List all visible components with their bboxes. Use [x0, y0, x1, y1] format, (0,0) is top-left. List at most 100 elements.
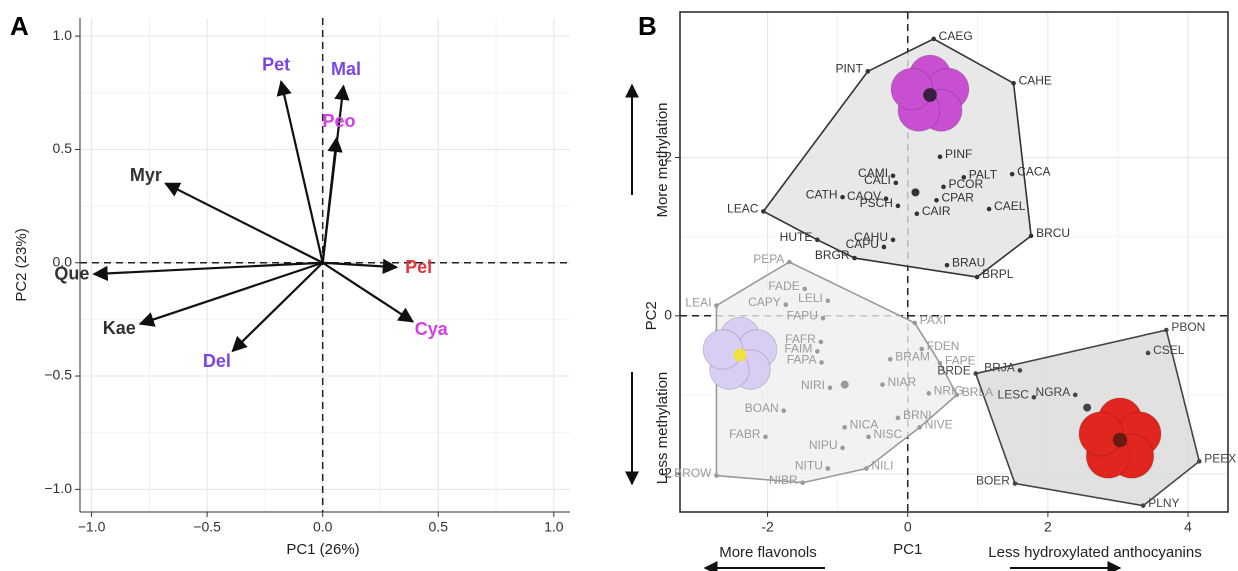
- sample-label: BRJA: [984, 361, 1015, 375]
- sample-point: [815, 237, 820, 243]
- loading-label: Que: [54, 264, 89, 284]
- sample-label: FAIM: [784, 342, 812, 356]
- sample-label: LELI: [798, 291, 823, 305]
- loading-arrow: [231, 261, 324, 353]
- sample-label: PINT: [835, 62, 863, 76]
- sample-label: CAOV: [847, 189, 881, 203]
- sample-label: LEAC: [727, 202, 759, 216]
- y-tick-label: 0.5: [53, 140, 73, 156]
- y-tick-label: 2: [664, 148, 672, 164]
- sample-point: [819, 360, 824, 365]
- sample-label: HUTE: [780, 230, 813, 244]
- x-tick-label: −0.5: [193, 519, 221, 535]
- sample-point: [714, 473, 719, 478]
- sample-label: PEEX: [1204, 452, 1236, 466]
- sample-point: [881, 244, 887, 250]
- sample-point: [1031, 394, 1037, 400]
- sample-point: [842, 425, 847, 430]
- sample-point: [800, 480, 805, 486]
- y-tick-label: -2: [660, 465, 673, 481]
- sample-point: [887, 357, 893, 362]
- group-hull: [715, 261, 958, 484]
- sample-point: [890, 173, 896, 179]
- sample-label: PAXI: [920, 313, 946, 327]
- flower-center: [923, 88, 937, 102]
- sample-label: CPAR: [941, 190, 974, 204]
- loading-arrow: [322, 258, 399, 275]
- annotation: More methylation: [654, 102, 671, 217]
- loading-label: Cya: [415, 319, 449, 339]
- sample-label: PSCH: [860, 196, 893, 210]
- sample-label: BRAM: [895, 349, 930, 363]
- sample-label: BRAU: [952, 255, 985, 269]
- sample-point: [1164, 327, 1169, 333]
- sample-label: CAMI: [858, 166, 888, 180]
- sample-label: BOER: [976, 474, 1010, 488]
- sample-point: [825, 466, 831, 471]
- annotation: More flavonols: [719, 544, 817, 561]
- sample-point: [919, 346, 925, 352]
- sample-point: [1011, 80, 1016, 86]
- x-tick-label: 0: [904, 519, 912, 535]
- y-tick-label: 1.0: [53, 27, 73, 43]
- sample-point: [1145, 350, 1151, 356]
- sample-point: [895, 203, 901, 209]
- y-tick-label: −1.0: [44, 480, 72, 496]
- sample-point: [937, 360, 943, 366]
- sample-point: [840, 194, 845, 200]
- sample-label: NITU: [795, 459, 823, 473]
- loading-label: Del: [203, 351, 231, 371]
- sample-point: [926, 391, 932, 396]
- sample-label: NRIG: [934, 384, 964, 398]
- y-tick-label: 0.0: [53, 253, 73, 269]
- sample-label: NIRI: [801, 378, 825, 392]
- sample-label: FDEN: [927, 339, 960, 353]
- sample-label: CAEG: [939, 29, 973, 43]
- sample-point: [895, 415, 901, 421]
- sample-point: [914, 211, 920, 217]
- sample-point: [763, 434, 768, 440]
- sample-point: [840, 445, 845, 451]
- x-axis-title: PC1 (26%): [286, 541, 359, 558]
- sample-label: PBON: [1171, 320, 1205, 334]
- sample-label: FADE: [768, 279, 799, 293]
- sample-label: LESC: [998, 387, 1030, 401]
- sample-point: [1009, 171, 1015, 177]
- flower-center: [733, 348, 747, 362]
- sample-point: [917, 425, 922, 430]
- sample-label: BRGR: [815, 248, 850, 262]
- sample-point: [864, 466, 869, 471]
- sample-point: [931, 36, 936, 42]
- sample-point: [781, 408, 787, 414]
- sample-label: CATH: [806, 187, 838, 201]
- sample-point: [1012, 481, 1018, 486]
- sample-label: PINF: [945, 147, 972, 161]
- sample-point: [974, 274, 980, 280]
- loading-label: Myr: [130, 165, 162, 185]
- sample-point: [961, 175, 967, 180]
- sample-label: NILI: [871, 459, 893, 473]
- sample-point: [865, 69, 871, 74]
- sample-point: [714, 303, 719, 308]
- sample-label: BRLA: [962, 385, 993, 399]
- sample-point: [815, 349, 820, 354]
- sample-label: BRPL: [982, 267, 1014, 281]
- sample-point: [934, 197, 939, 203]
- loading-label: Peo: [322, 111, 355, 131]
- group-centroid: [911, 188, 920, 197]
- sample-label: NIAR: [888, 375, 917, 389]
- loading-arrow: [92, 261, 323, 282]
- sample-point: [986, 206, 992, 212]
- x-tick-label: 0.0: [313, 519, 333, 535]
- sample-label: PEPA: [753, 252, 784, 266]
- sample-label: PLNY: [1148, 496, 1179, 510]
- sample-label: CACA: [1017, 164, 1050, 178]
- sample-point: [1028, 233, 1034, 239]
- x-tick-label: 0.5: [429, 519, 449, 535]
- sample-point: [890, 237, 896, 243]
- group-centroid: [840, 380, 849, 389]
- sample-point: [880, 382, 885, 387]
- sample-label: CAPU: [846, 237, 879, 251]
- x-tick-label: -2: [761, 519, 774, 535]
- sample-label: FAFR: [785, 332, 816, 346]
